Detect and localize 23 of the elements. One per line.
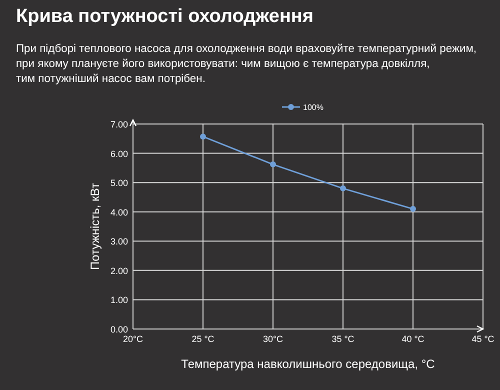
point	[200, 134, 206, 140]
point	[340, 185, 346, 192]
y-tick-label: 0.00	[110, 324, 128, 334]
y-tick-label: 6.00	[110, 148, 128, 159]
y-tick-label: 3.00	[110, 236, 128, 247]
x-tick-label: 35 °C	[332, 334, 355, 344]
chart-subtitle: При підборі теплового насоса для охолодження води враховуйте температурний режим, при якому плануєте його використовувати: чим вищою є температура довкілля, тим потужніший насос вам потрібен.	[16, 43, 476, 85]
y-tick-label: 1.00	[110, 295, 128, 306]
chart-title: Крива потужності охолодження	[16, 6, 314, 27]
x-tick-label: 30°C	[262, 334, 284, 344]
x-tick-label: 45 °C	[472, 334, 495, 344]
x-tick-label: 25 °C	[192, 334, 215, 344]
point	[410, 206, 416, 212]
y-tick-label: 7.00	[110, 120, 128, 130]
x-tick-label: 20°C	[122, 334, 144, 344]
y-tick-label: 2.00	[110, 266, 128, 276]
x-axis-title: Температура навколишнього середовища, °C	[181, 357, 436, 371]
x-tick-label: 40 °C	[402, 334, 425, 344]
y-tick-label: 4.00	[110, 207, 128, 218]
y-axis-title: Потужність, кВт	[88, 182, 102, 270]
y-tick-label: 5.00	[110, 178, 128, 188]
point	[270, 161, 276, 168]
legend-label: 100%	[303, 103, 324, 112]
